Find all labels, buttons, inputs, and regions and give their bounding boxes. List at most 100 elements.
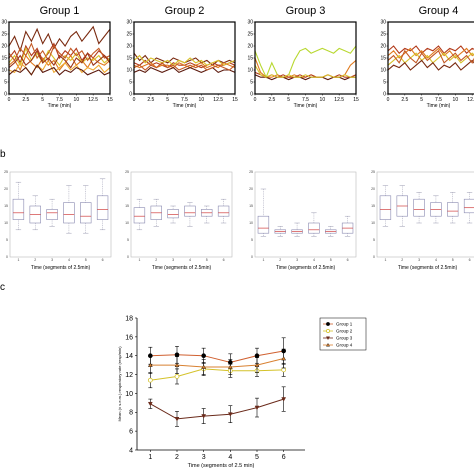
x-axis-label: Time (min) [294, 103, 318, 109]
x-tick-label: 2 [34, 258, 36, 262]
box-panel-frame [254, 171, 357, 258]
series-group-1 [148, 337, 286, 372]
legend-label: Group 3 [336, 336, 353, 341]
y-tick-label: 20 [1, 44, 7, 50]
y-tick-label: 6 [129, 429, 133, 436]
marker [254, 362, 260, 367]
marker [147, 377, 153, 383]
y-tick-label: 15 [249, 204, 253, 208]
y-tick-label: 0 [383, 92, 386, 98]
box-body [217, 205, 230, 217]
box-3 [46, 198, 58, 227]
trace-series-6 [9, 64, 110, 76]
y-tick-label: 10 [1, 68, 7, 74]
x-tick-label: 12.5 [467, 97, 474, 103]
marker [227, 412, 233, 417]
y-tick-label: 25 [126, 32, 132, 38]
x-tick-label: 5 [330, 258, 332, 262]
y-tick-label: 0 [251, 255, 253, 259]
legend: Group 1 Group 2 Group 3 Group 4 [319, 317, 367, 351]
y-tick-label: 5 [127, 238, 129, 242]
y-tick-label: 16 [125, 334, 133, 341]
y-tick-label: 0 [6, 255, 8, 259]
y-tick-label: 4 [129, 447, 133, 454]
x-axis-label: Time (segments of 2.5min) [276, 265, 336, 271]
x-tick-label: 10 [453, 97, 459, 103]
y-tick-label: 15 [371, 204, 375, 208]
x-tick-label: 1 [148, 454, 152, 461]
trace-panel-title: Group 1 [40, 5, 80, 17]
box-panel-2: 0 5 10 15 20 25 1 2 3 4 5 6 Time (segments of 2.5min… [125, 170, 233, 271]
y-tick-label: 25 [4, 170, 8, 174]
box-1 [12, 181, 25, 231]
y-tick-label: 10 [371, 221, 375, 225]
x-tick-label: 0 [133, 97, 136, 103]
y-tick-label: 0 [129, 92, 132, 98]
y-tick-label: 5 [4, 80, 7, 86]
box-6 [463, 192, 474, 224]
group-trace-panels: Group 1 0 5 10 15 20 25 30 0 2.5 5 7.5 10 12.5 15 Time … [1, 5, 474, 109]
x-tick-label: 6 [102, 258, 104, 262]
trace-series-7 [9, 42, 110, 62]
x-tick-label: 5 [420, 97, 423, 103]
y-tick-label: 20 [371, 187, 375, 191]
y-tick-label: 30 [380, 20, 386, 26]
x-axis-label: Time (segments of 2.5min) [398, 265, 458, 271]
x-tick-label: 5 [85, 258, 87, 262]
x-tick-label: 5 [452, 258, 454, 262]
x-tick-label: 7.5 [302, 97, 309, 103]
box-4 [184, 202, 196, 227]
y-tick-label: 5 [251, 238, 253, 242]
series-group-4 [147, 348, 287, 375]
box-6 [217, 198, 230, 224]
trace-series-3 [134, 54, 235, 66]
x-tick-label: 7.5 [435, 97, 442, 103]
box-6 [96, 178, 109, 231]
x-tick-label: 15 [107, 97, 113, 103]
marker [227, 364, 233, 369]
x-tick-label: 7.5 [181, 97, 188, 103]
trace-series-1 [255, 45, 356, 79]
series-line [150, 358, 284, 368]
x-tick-label: 3 [418, 258, 420, 262]
x-tick-label: 5 [287, 97, 290, 103]
series-line [150, 368, 284, 381]
y-tick-label: 5 [383, 80, 386, 86]
y-tick-label: 10 [125, 391, 133, 398]
panel-label-b: b [0, 149, 6, 160]
x-tick-label: 3 [202, 454, 206, 461]
box-4 [63, 185, 75, 234]
box-2 [150, 198, 162, 227]
x-tick-label: 2 [279, 258, 281, 262]
marker [325, 328, 330, 333]
box-panel-3: 0 5 10 15 20 25 1 2 3 4 5 6 Time (segments of 2.5min… [249, 170, 357, 271]
x-tick-label: 6 [469, 258, 471, 262]
box-panel-frame [9, 171, 112, 258]
box-5 [201, 205, 213, 224]
y-tick-label: 10 [380, 68, 386, 74]
marker [174, 374, 180, 379]
marker [326, 322, 330, 326]
x-tick-label: 6 [347, 258, 349, 262]
box-panel-frame [130, 171, 233, 258]
x-tick-label: 2 [175, 454, 179, 461]
trace-panel-frame [254, 21, 357, 95]
x-tick-label: 2.5 [22, 97, 29, 103]
y-tick-label: 30 [247, 20, 253, 26]
x-tick-label: 5 [206, 258, 208, 262]
trace-panel-4: Group 405101520253002.557.51012.515Time … [380, 5, 474, 109]
x-tick-label: 1 [17, 258, 19, 262]
box-body [413, 198, 425, 217]
box-4 [430, 195, 442, 224]
y-tick-label: 15 [247, 56, 253, 62]
x-tick-label: 10 [199, 97, 205, 103]
y-tick-label: 14 [125, 353, 133, 360]
box-body [308, 222, 320, 234]
trace-panel-title: Group 3 [286, 5, 326, 17]
x-tick-label: 1 [262, 258, 264, 262]
marker [254, 353, 260, 359]
y-tick-label: 0 [4, 92, 7, 98]
box-body [447, 202, 459, 217]
